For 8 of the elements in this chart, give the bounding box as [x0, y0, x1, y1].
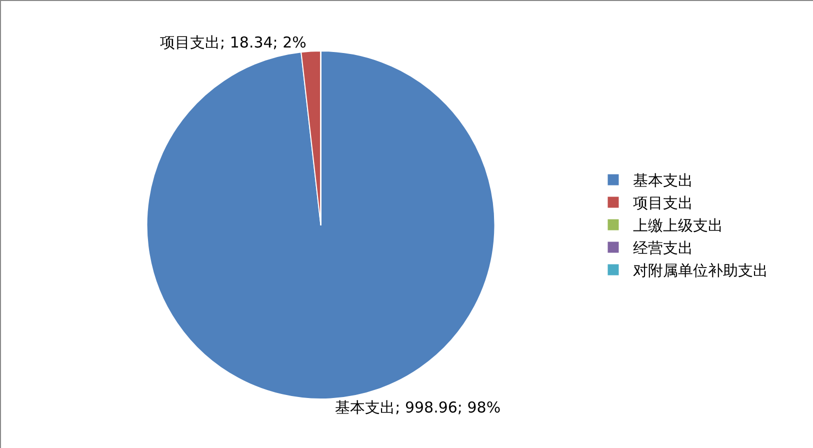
pie-slice [146, 50, 496, 400]
legend-label: 经营支出 [633, 239, 694, 258]
data-label: 基本支出; 998.96; 98% [335, 398, 501, 417]
data-label: 项目支出; 18.34; 2% [160, 33, 306, 52]
legend-label: 对附属单位补助支出 [633, 262, 768, 280]
legend-label: 基本支出 [633, 172, 694, 190]
legend-label: 上缴上级支出 [633, 216, 724, 235]
legend-label: 项目支出 [633, 194, 694, 212]
